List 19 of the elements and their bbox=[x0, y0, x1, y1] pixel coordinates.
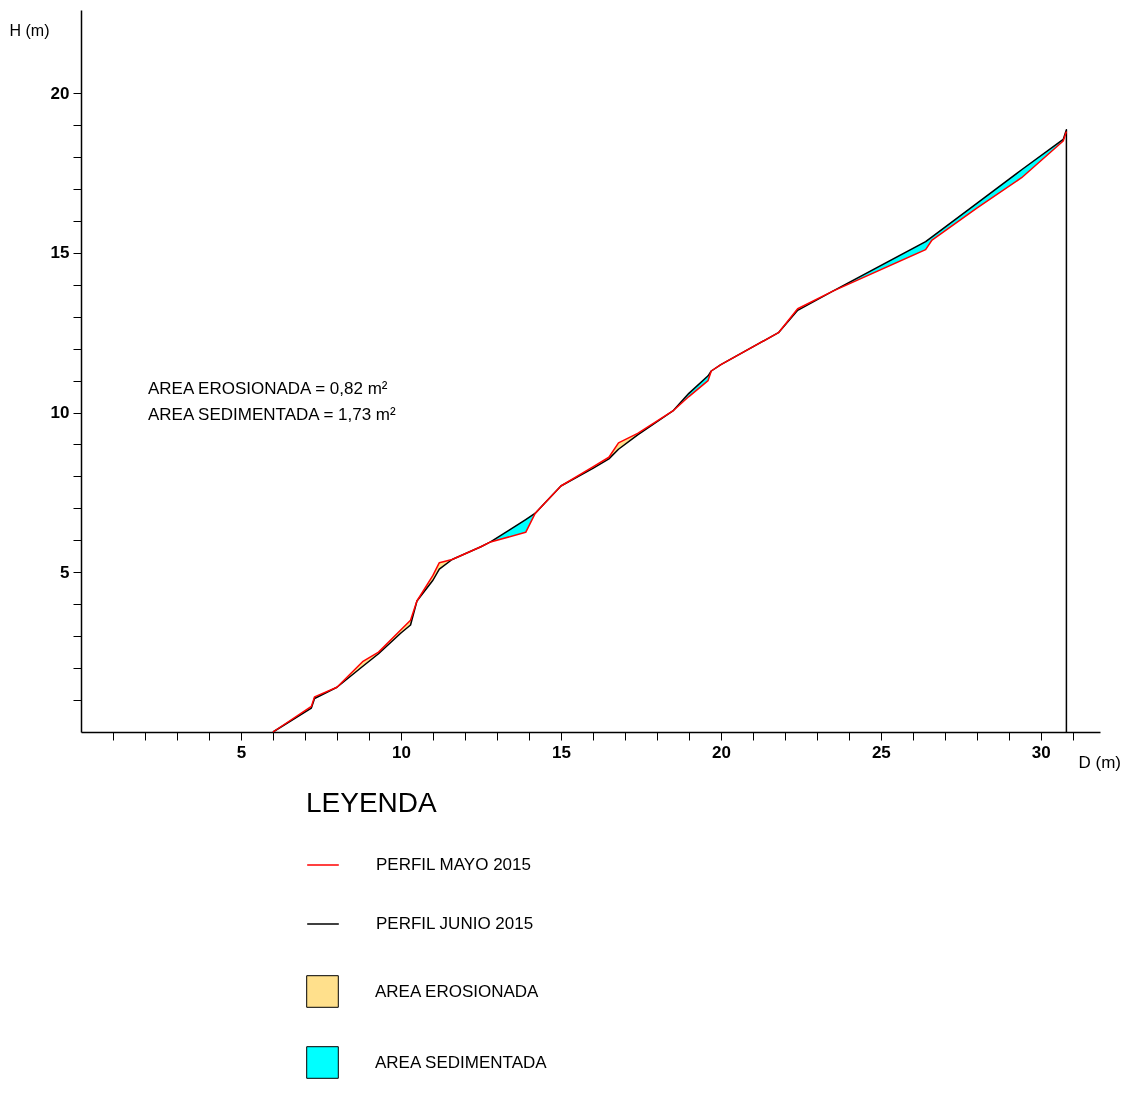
legend-label: PERFIL JUNIO 2015 bbox=[376, 914, 534, 933]
x-axis-title: D (m) bbox=[1078, 752, 1121, 772]
x-tick-label: 25 bbox=[871, 742, 891, 762]
legend-title: LEYENDA bbox=[306, 787, 438, 818]
legend-label: PERFIL MAYO 2015 bbox=[376, 855, 531, 874]
legend-label: AREA SEDIMENTADA bbox=[375, 1052, 548, 1072]
legend-label: AREA EROSIONADA bbox=[375, 981, 540, 1001]
annotation: AREA EROSIONADA = 0,82 m² bbox=[148, 379, 388, 398]
y-tick-label: 15 bbox=[50, 243, 70, 263]
x-tick-label: 5 bbox=[236, 742, 247, 762]
x-tick-label: 30 bbox=[1031, 742, 1051, 762]
annotation: AREA SEDIMENTADA = 1,73 m² bbox=[148, 405, 397, 424]
y-axis-title: H (m) bbox=[9, 21, 50, 39]
x-tick-label: 20 bbox=[711, 742, 731, 762]
y-tick-label: 10 bbox=[50, 403, 70, 423]
x-tick-label: 15 bbox=[551, 742, 571, 762]
y-tick-label: 5 bbox=[60, 562, 70, 582]
y-tick-label: 20 bbox=[50, 83, 70, 103]
x-tick-label: 10 bbox=[391, 742, 411, 762]
